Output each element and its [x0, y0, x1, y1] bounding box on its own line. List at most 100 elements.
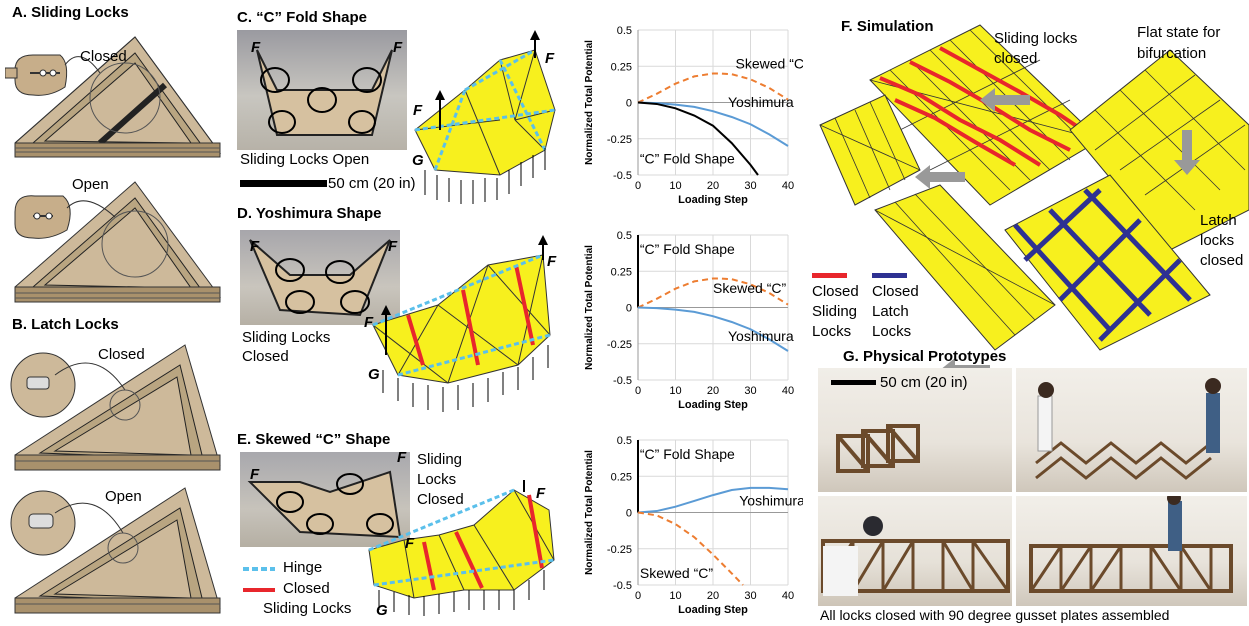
prototype-photo-2: [1016, 368, 1247, 492]
x-tick-label: 30: [744, 385, 756, 397]
red-legend-swatch: [812, 273, 847, 278]
prototype-photo-1: [818, 368, 1012, 492]
panel-d-photo: [240, 230, 400, 325]
x-tick-label: 20: [707, 385, 719, 397]
y-tick-label: -0.25: [607, 544, 632, 556]
panel-e-photo: [240, 452, 410, 547]
y-tick-label: -0.5: [613, 170, 632, 182]
latch-locks-closed-diagram: [10, 344, 221, 471]
y-tick-label: 0.5: [617, 25, 632, 37]
series-label: “C” Fold Shape: [640, 241, 735, 257]
series-label: Skewed “C”: [640, 565, 713, 581]
series-label: Yoshimura: [728, 328, 794, 344]
series-label: Skewed “C”: [713, 280, 786, 296]
panel-e-title: E. Skewed “C” Shape: [237, 431, 391, 448]
panel-a-closed-label: Closed: [80, 48, 127, 65]
panel-e-caption-1: Sliding: [417, 451, 463, 468]
series-line: [637, 101, 789, 147]
series-label: “C” Fold Shape: [640, 446, 735, 462]
blue-legend-swatch: [872, 273, 907, 278]
panel-c-scalebar-label: 50 cm (20 in): [328, 175, 416, 192]
panel-e-force-left: F: [250, 466, 260, 483]
panel-c-force-left: F: [251, 39, 261, 56]
panel-e-sim-force-left: F: [405, 535, 415, 552]
x-axis-label: Loading Step: [678, 194, 748, 206]
panel-b-title: B. Latch Locks: [12, 316, 119, 333]
panel-f-title: F. Simulation: [841, 18, 934, 35]
x-tick-label: 10: [669, 590, 681, 602]
series-line: [637, 511, 744, 586]
x-tick-label: 0: [635, 385, 641, 397]
x-tick-label: 0: [635, 180, 641, 192]
y-tick-label: -0.25: [607, 134, 632, 146]
panel-e-ground: G: [376, 602, 388, 619]
series-line: [637, 101, 759, 176]
panel-a-open-label: Open: [72, 176, 109, 193]
hinge-legend-label: Hinge: [283, 559, 323, 576]
x-tick-label: 10: [669, 180, 681, 192]
panel-c-photo-caption: Sliding Locks Open: [240, 151, 370, 168]
panel-d-caption-1: Sliding Locks: [242, 329, 331, 346]
panel-b-open-label: Open: [105, 488, 142, 505]
hinge-legend-swatch: [243, 567, 275, 571]
y-tick-label: 0.5: [617, 230, 632, 242]
closed-locks-legend-swatch: [243, 588, 275, 592]
panel-f-latch-label-2: locks: [1200, 232, 1235, 249]
y-axis-label: Normalized Total Potential: [584, 450, 595, 575]
panel-g-scalebar: [831, 380, 876, 385]
panel-e-force-right: F: [397, 449, 407, 466]
x-tick-label: 20: [707, 180, 719, 192]
sliding-locks-open-diagram: [14, 181, 221, 303]
x-tick-label: 40: [782, 590, 794, 602]
closed-locks-legend-label-2: Sliding Locks: [263, 600, 352, 617]
panel-g-title: G. Physical Prototypes: [843, 348, 1007, 365]
x-tick-label: 30: [744, 590, 756, 602]
panel-d-simulation: [372, 235, 551, 412]
x-tick-label: 40: [782, 180, 794, 192]
series-label: “C” Fold Shape: [640, 150, 735, 166]
sliding-locks-closed-diagram: [5, 36, 221, 158]
panel-e-simulation: [368, 480, 555, 616]
y-tick-label: -0.5: [613, 580, 632, 592]
panel-c-simulation: [414, 30, 556, 204]
y-tick-label: 0.5: [617, 435, 632, 447]
x-tick-label: 0: [635, 590, 641, 602]
y-axis-label: Normalized Total Potential: [584, 40, 595, 165]
panel-f-flat-label-1: Flat state for: [1137, 24, 1221, 41]
panel-c-force-right: F: [393, 39, 403, 56]
panel-c-scalebar: [240, 180, 327, 187]
panel-f-sliding-label-1: Sliding locks: [994, 30, 1078, 47]
prototype-photo-3: [818, 496, 1012, 606]
y-tick-label: 0: [626, 98, 632, 110]
panel-d-ground: G: [368, 366, 380, 383]
x-axis-label: Loading Step: [678, 399, 748, 411]
panel-f-latch-label-1: Latch: [1200, 212, 1237, 229]
red-legend-label-3: Locks: [812, 323, 852, 340]
latch-locks-open-diagram: [10, 487, 221, 614]
series-line: [637, 72, 789, 104]
y-tick-label: -0.25: [607, 339, 632, 351]
series-line: [637, 306, 789, 352]
panel-g-scalebar-label: 50 cm (20 in): [880, 374, 968, 391]
y-tick-label: 0: [626, 508, 632, 520]
panel-d-sim-force-left: F: [364, 314, 374, 331]
x-axis-label: Loading Step: [678, 604, 748, 616]
series-label: Skewed “C”: [736, 55, 804, 71]
y-tick-label: 0: [626, 303, 632, 315]
panel-d-force-right: F: [388, 238, 398, 255]
series-line: [637, 486, 789, 514]
panel-c-photo: [237, 30, 407, 150]
panel-d-title: D. Yoshimura Shape: [237, 205, 382, 222]
panel-c-sim-force-top: F: [545, 50, 555, 67]
x-tick-label: 20: [707, 590, 719, 602]
blue-legend-label-3: Locks: [872, 323, 912, 340]
panel-c-sim-force-left: F: [413, 102, 423, 119]
panel-c-ground: G: [412, 152, 424, 169]
blue-legend-label-2: Latch: [872, 303, 909, 320]
red-legend-label-1: Closed: [812, 283, 859, 300]
red-legend-label-2: Sliding: [812, 303, 858, 320]
panel-d-sim-force-top: F: [547, 253, 557, 270]
